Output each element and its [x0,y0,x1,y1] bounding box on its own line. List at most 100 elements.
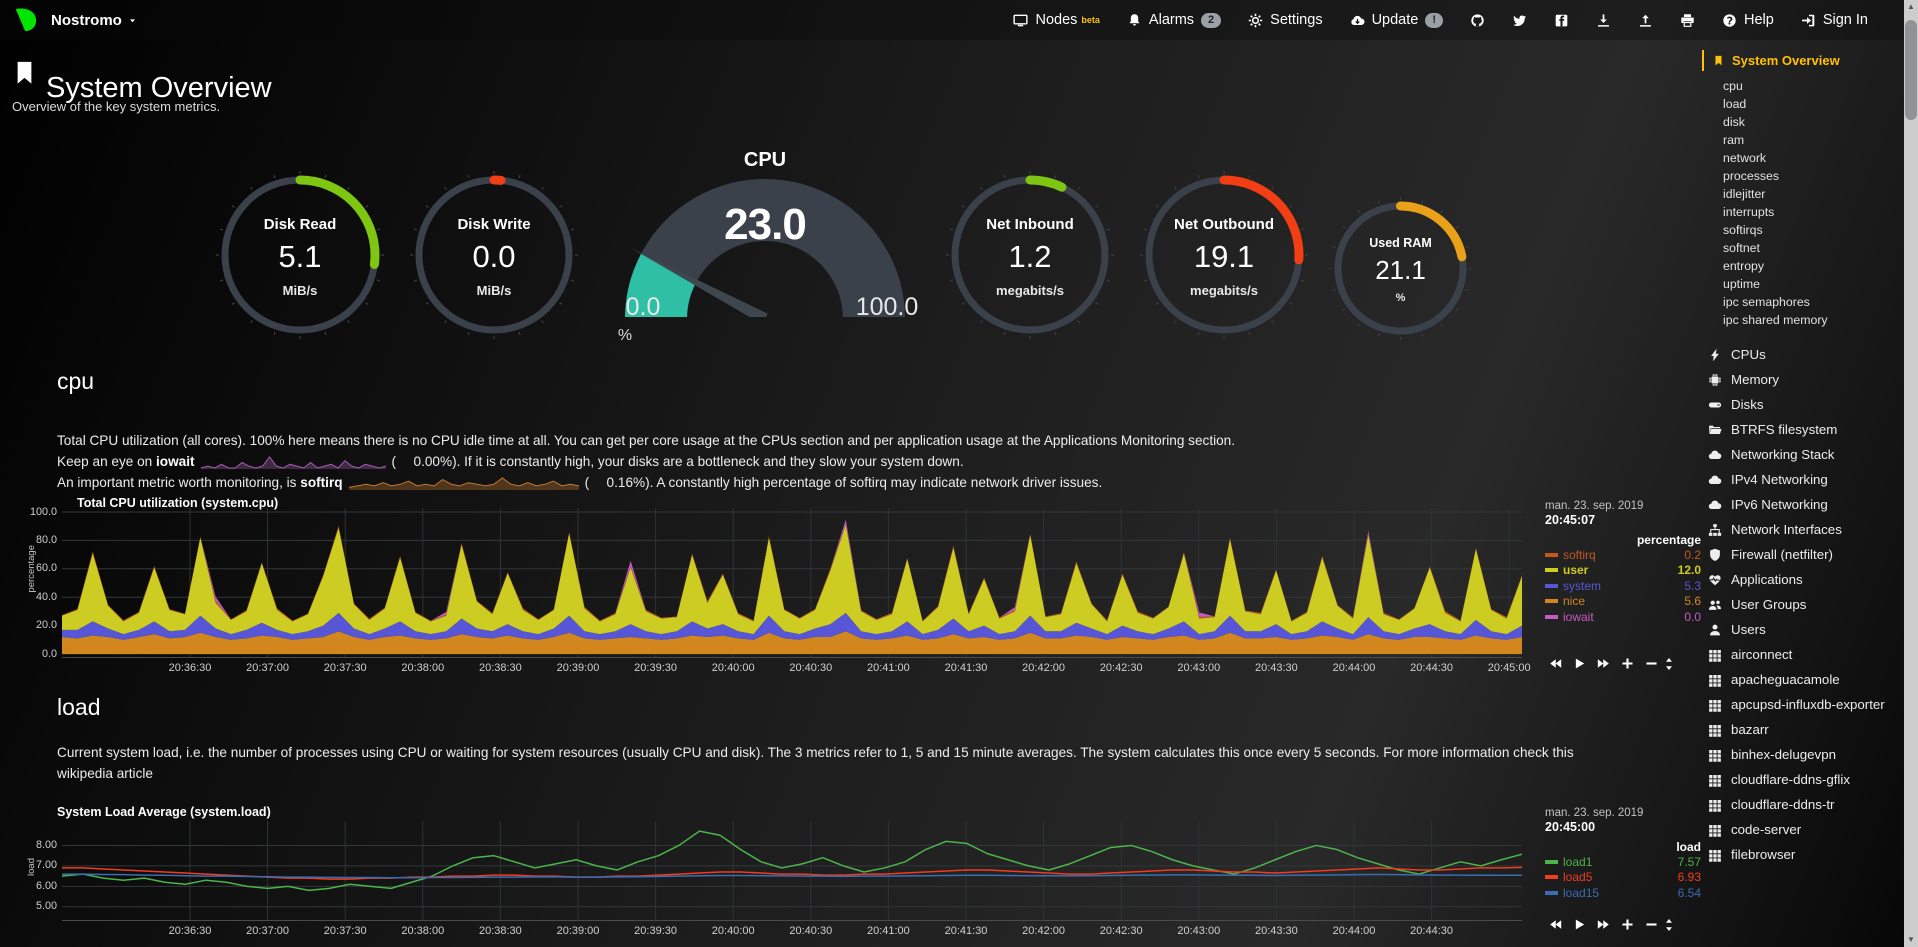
zoom-out-button[interactable] [1645,918,1658,931]
gauge-used-ram[interactable]: Used RAM 21.1% [1328,196,1473,341]
nav-import[interactable] [1638,13,1653,28]
sidebar-item-applications[interactable]: Applications [1702,567,1902,592]
netdata-logo[interactable] [12,7,39,34]
sidebar-subitem-network[interactable]: network [1723,151,1767,165]
nav-update[interactable]: Update! [1350,12,1444,28]
legend-row-softirq[interactable]: softirq 0.2 [1545,547,1703,563]
legend-row-load5[interactable]: load5 6.93 [1545,870,1703,886]
legend-row-system[interactable]: system 5.3 [1545,578,1703,594]
sidebar-item-cloudflare-ddns-gflix[interactable]: cloudflare-ddns-gflix [1702,767,1902,792]
zoom-in-button[interactable] [1621,657,1634,670]
x-axis-tick: 20:40:30 [789,925,833,937]
page-scrollbar[interactable]: ▲ ▼ [1904,0,1918,947]
nav-export[interactable] [1596,13,1611,28]
softirq-keyword: softirq [300,475,343,490]
play-button[interactable] [1573,657,1586,670]
sidebar-active-label: System Overview [1732,53,1840,68]
sidebar-item-bazarr[interactable]: bazarr [1702,717,1902,742]
legend-row-user[interactable]: user 12.0 [1545,563,1703,579]
sidebar-subitem-idlejitter[interactable]: idlejitter [1723,187,1766,201]
sidebar-subitem-disk[interactable]: disk [1723,115,1745,129]
pan-forward-button[interactable] [1597,657,1610,670]
sidebar-subitem-softirqs[interactable]: softirqs [1723,223,1763,237]
sidebar-item-cpus[interactable]: CPUs [1702,342,1902,367]
scrollbar-thumb[interactable] [1905,20,1917,120]
sidebar-item-cloudflare-ddns-tr[interactable]: cloudflare-ddns-tr [1702,792,1902,817]
sidebar-item-label: Firewall (netfilter) [1731,546,1833,562]
scroll-down-arrow[interactable]: ▼ [1907,935,1915,944]
sidebar-subitem-interrupts[interactable]: interrupts [1723,205,1775,219]
sidebar-subitem-cpu[interactable]: cpu [1723,79,1743,93]
sidebar-item-users[interactable]: Users [1702,617,1902,642]
scroll-up-arrow[interactable]: ▲ [1907,2,1915,11]
sidebar-item-memory[interactable]: Memory [1702,367,1902,392]
nav-alarms[interactable]: Alarms 2 [1127,12,1222,28]
y-axis-tick: 100.0 [29,505,57,518]
softirq-current-value: 0.16% [606,475,646,490]
sidebar-subitem-ram[interactable]: ram [1723,133,1745,147]
legend-series-name: softirq [1563,547,1596,562]
hostname-dropdown[interactable]: Nostromo [51,12,137,29]
softirq-sparkline[interactable] [348,476,579,491]
bookmark-icon [1713,54,1724,67]
legend-row-nice[interactable]: nice 5.6 [1545,594,1703,610]
gauge-net-outbound[interactable]: Net Outbound 19.1 megabits/s [1139,170,1309,340]
sidebar-item-network-interfaces[interactable]: Network Interfaces [1702,517,1902,542]
sidebar-item-airconnect[interactable]: airconnect [1702,642,1902,667]
cpu-chart-resize-handle[interactable] [1662,657,1676,671]
sidebar-item-firewall-netfilter-[interactable]: Firewall (netfilter) [1702,542,1902,567]
sidebar-subitem-entropy[interactable]: entropy [1723,259,1765,273]
legend-series-name: user [1563,563,1589,578]
gauge-label: Net Outbound [1174,216,1274,233]
legend-row-load1[interactable]: load1 7.57 [1545,854,1703,870]
pan-forward-button[interactable] [1597,918,1610,931]
sidebar-item-disks[interactable]: Disks [1702,392,1902,417]
zoom-out-button[interactable] [1645,657,1658,670]
sidebar-subitem-ipc-shared-memory[interactable]: ipc shared memory [1723,313,1828,327]
load-chart-resize-handle[interactable] [1662,918,1676,932]
sidebar-subitem-load[interactable]: load [1723,97,1747,111]
nav-nodes[interactable]: Nodes beta [1013,12,1100,28]
pan-backward-button[interactable] [1549,918,1562,931]
sidebar-subitem-processes[interactable]: processes [1723,169,1780,183]
gauge-disk-read[interactable]: Disk Read 5.1 MiB/s [215,170,385,340]
x-axis-tick: 20:42:00 [1022,662,1066,674]
sidebar-item-apcupsd-influxdb-exporter[interactable]: apcupsd-influxdb-exporter [1702,692,1902,717]
legend-row-iowait[interactable]: iowait 0.0 [1545,609,1703,625]
sidebar-item-btrfs-filesystem[interactable]: BTRFS filesystem [1702,417,1902,442]
pan-backward-button[interactable] [1549,657,1562,670]
gauge-disk-write[interactable]: Disk Write 0.0 MiB/s [409,170,579,340]
sidebar-item-user-groups[interactable]: User Groups [1702,592,1902,617]
sidebar-item-ipv6-networking[interactable]: IPv6 Networking [1702,492,1902,517]
sidebar-item-networking-stack[interactable]: Networking Stack [1702,442,1902,467]
load-chart-plot[interactable] [62,821,1522,921]
nav-twitter[interactable] [1512,13,1527,28]
sidebar-item-code-server[interactable]: code-server [1702,817,1902,842]
nav-settings[interactable]: Settings [1248,12,1323,28]
legend-row-load15[interactable]: load15 6.54 [1545,885,1703,901]
x-axis-tick: 20:43:30 [1254,925,1298,937]
nav-print[interactable] [1680,13,1695,28]
gauge-value: 19.1 [1193,239,1255,274]
gauge-unit: MiB/s [282,283,318,298]
iowait-sparkline[interactable] [200,455,386,470]
sidebar-subitem-uptime[interactable]: uptime [1723,277,1760,291]
sidebar-subitem-softnet[interactable]: softnet [1723,241,1760,255]
sidebar-subitem-ipc-semaphores[interactable]: ipc semaphores [1723,295,1810,309]
nav-facebook[interactable] [1554,13,1569,28]
wikipedia-link[interactable]: wikipedia article [57,766,153,781]
nav-signin[interactable]: Sign In [1801,12,1868,28]
sidebar-item-apacheguacamole[interactable]: apacheguacamole [1702,667,1902,692]
zoom-in-button[interactable] [1621,918,1634,931]
cpu-chart-plot[interactable] [62,508,1522,658]
sidebar-item-binhex-delugevpn[interactable]: binhex-delugevpn [1702,742,1902,767]
upload-icon [1638,13,1653,28]
nav-github[interactable] [1470,13,1485,28]
sidebar-item-system-overview[interactable]: System Overview [1702,50,1902,71]
gauge-cpu[interactable]: CPU 23.0 0.0 100.0 % [595,147,935,362]
play-button[interactable] [1573,918,1586,931]
nav-help[interactable]: Help [1722,12,1774,28]
gauge-net-inbound[interactable]: Net Inbound 1.2 megabits/s [945,170,1115,340]
sidebar-item-filebrowser[interactable]: filebrowser [1702,842,1902,867]
sidebar-item-ipv4-networking[interactable]: IPv4 Networking [1702,467,1902,492]
